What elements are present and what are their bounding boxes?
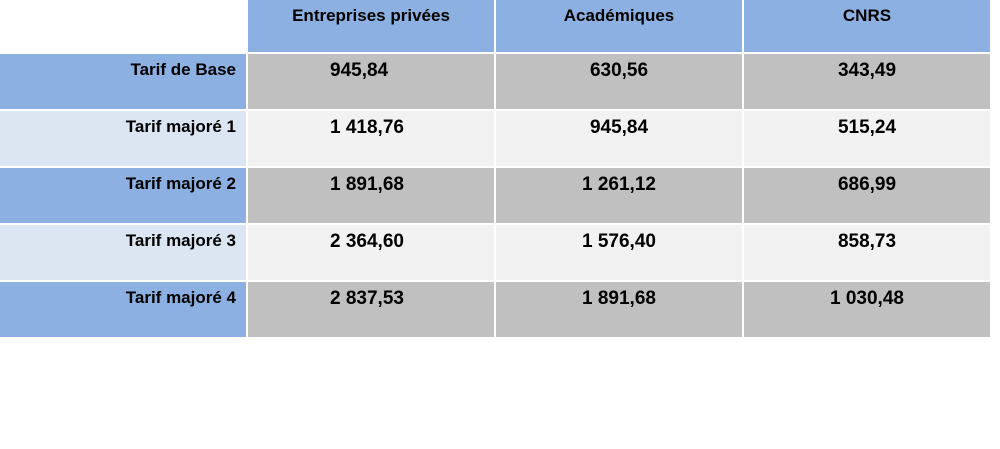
table-cell: 858,73 xyxy=(744,225,992,282)
table-cell: 1 891,68 xyxy=(248,168,496,225)
table-corner xyxy=(0,0,248,54)
row-label-tarif-majore-4: Tarif majoré 4 xyxy=(0,282,248,339)
row-label-tarif-majore-3: Tarif majoré 3 xyxy=(0,225,248,282)
table-cell: 945,84 xyxy=(248,54,496,111)
table-cell: 1 030,48 xyxy=(744,282,992,339)
table-cell: 1 418,76 xyxy=(248,111,496,168)
column-header-academiques: Académiques xyxy=(496,0,744,54)
table-cell: 2 364,60 xyxy=(248,225,496,282)
table-cell: 686,99 xyxy=(744,168,992,225)
tariff-table: Entreprises privées Académiques CNRS Tar… xyxy=(0,0,992,339)
row-label-tarif-base: Tarif de Base xyxy=(0,54,248,111)
table-cell: 630,56 xyxy=(496,54,744,111)
row-label-tarif-majore-1: Tarif majoré 1 xyxy=(0,111,248,168)
table-cell: 343,49 xyxy=(744,54,992,111)
column-header-cnrs: CNRS xyxy=(744,0,992,54)
table-cell: 515,24 xyxy=(744,111,992,168)
row-label-tarif-majore-2: Tarif majoré 2 xyxy=(0,168,248,225)
table-cell: 1 261,12 xyxy=(496,168,744,225)
table-cell: 1 891,68 xyxy=(496,282,744,339)
table-cell: 945,84 xyxy=(496,111,744,168)
column-header-entreprises: Entreprises privées xyxy=(248,0,496,54)
table-cell: 2 837,53 xyxy=(248,282,496,339)
table-cell: 1 576,40 xyxy=(496,225,744,282)
